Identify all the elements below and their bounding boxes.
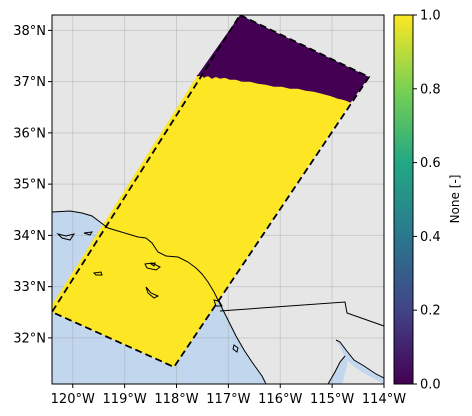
island-san-clemente	[145, 286, 160, 299]
colorbar-bar	[394, 15, 413, 384]
x-tick-label-3: 117°W	[206, 392, 250, 407]
colorbar-tick-label-1: 0.2	[420, 304, 441, 319]
ocean-gulf-west	[328, 356, 348, 384]
colorbar: 0.0 0.2 0.4 0.6 0.8 1.0 None [-]	[393, 9, 462, 393]
island-baja-mid	[232, 344, 239, 353]
x-tick-label-6: 114°W	[362, 392, 406, 407]
y-tick-label-2: 34°N	[13, 229, 46, 244]
colorbar-tick-label-0: 0.0	[420, 378, 441, 393]
y-tick-label-3: 35°N	[13, 178, 46, 193]
colorbar-label: None [-]	[448, 175, 462, 224]
axes-frame	[51, 14, 385, 385]
ocean-gulf	[336, 340, 384, 384]
x-tick-label-1: 119°W	[103, 392, 147, 407]
y-tick-label-4: 36°N	[13, 126, 46, 141]
colorbar-frame	[393, 14, 414, 385]
x-tick-label-4: 116°W	[258, 392, 302, 407]
x-axis-ticks: 120°W 119°W 118°W 117°W 116°W 115°W 114°W	[51, 384, 406, 407]
x-tick-label-0: 120°W	[51, 392, 95, 407]
y-tick-label-6: 38°N	[13, 24, 46, 39]
colorbar-ticks: 0.0 0.2 0.4 0.6 0.8 1.0	[413, 9, 441, 393]
y-axis-ticks: 32°N 33°N 34°N 35°N 36°N 37°N 38°N	[13, 24, 52, 346]
swath-region-value-0	[197, 15, 369, 102]
x-tick-label-5: 115°W	[310, 392, 354, 407]
y-tick-label-5: 37°N	[13, 75, 46, 90]
island-baja-north	[213, 299, 223, 307]
us-mexico-border	[219, 301, 384, 327]
coastlines	[52, 210, 384, 384]
y-tick-label-1: 33°N	[13, 280, 46, 295]
swath-boundary-edge	[196, 73, 352, 103]
y-tick-label-0: 32°N	[13, 331, 46, 346]
island-santa-catalina	[144, 262, 161, 271]
colorbar-tick-label-5: 1.0	[420, 9, 441, 24]
colorbar-tick-label-3: 0.6	[420, 156, 441, 171]
coastline-gulf	[327, 339, 384, 384]
island-anacapa	[83, 231, 94, 236]
island-san-nicolas	[92, 271, 103, 276]
swath-outline	[52, 15, 371, 369]
island-small-a	[149, 262, 156, 267]
swath-region-value-1	[52, 76, 351, 367]
island-santa-cruz	[56, 233, 76, 241]
colorbar-tick-label-2: 0.4	[420, 230, 441, 245]
x-tick-label-2: 118°W	[154, 392, 198, 407]
coastline-mainland	[52, 210, 267, 384]
colorbar-tick-label-4: 0.8	[420, 82, 441, 97]
map-plot-area	[52, 15, 384, 384]
